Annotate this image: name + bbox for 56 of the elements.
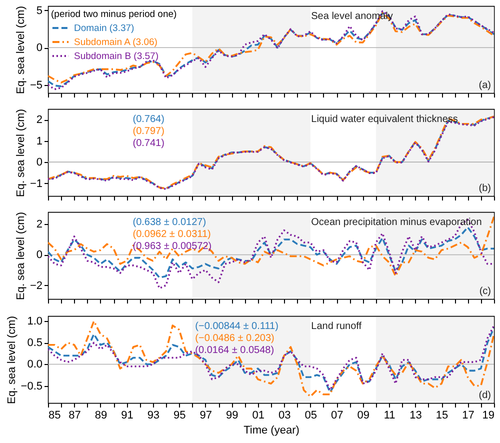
annotation: (c) xyxy=(479,286,491,297)
y-tick-label: −5 xyxy=(30,79,42,92)
y-axis-title: Eq. sea level (cm) xyxy=(14,212,27,300)
x-tick-label: 19 xyxy=(482,410,494,422)
line-series xyxy=(48,216,494,278)
annotation: (0.0962 ± 0.0311) xyxy=(132,229,211,240)
x-tick-label: 13 xyxy=(410,410,422,422)
x-tick-label: 85 xyxy=(48,410,61,422)
legend-label: Subdomain A (3.06) xyxy=(74,37,158,48)
y-tick-label: 0.5 xyxy=(27,337,42,350)
y-tick-label: 2 xyxy=(36,218,42,231)
x-axis-title: Time (year) xyxy=(244,424,300,436)
legend-title: (period two minus period one) xyxy=(51,9,177,20)
y-tick-label: 0 xyxy=(36,156,42,169)
legend-label: Domain (3.37) xyxy=(74,23,134,34)
y-tick-label: 5 xyxy=(36,4,42,17)
x-tick-label: 17 xyxy=(462,410,474,422)
y-tick-label: 1 xyxy=(36,135,42,148)
x-tick-label: 15 xyxy=(436,410,448,422)
annotation: (0.797) xyxy=(132,126,164,137)
x-tick-label: 09 xyxy=(357,410,370,422)
x-tick-label: 99 xyxy=(226,410,238,422)
y-axis-title: Eq. sea level (cm) xyxy=(14,6,27,94)
x-tick-label: 93 xyxy=(147,410,160,422)
annotation: (−0.0486 ± 0.203) xyxy=(195,333,274,344)
y-tick-label: −2 xyxy=(30,280,42,292)
annotation: (0.0164 ± 0.0548) xyxy=(195,345,274,356)
y-tick-label: 0.0 xyxy=(27,358,42,371)
y-tick-label: 0 xyxy=(36,249,42,262)
y-tick-label: 0 xyxy=(36,42,42,54)
x-tick-label: 91 xyxy=(121,410,134,422)
y-tick-label: −1 xyxy=(30,178,42,190)
x-tick-label: 05 xyxy=(304,410,317,422)
y-tick-label: −0.5 xyxy=(20,380,42,392)
x-tick-label: 01 xyxy=(252,410,265,422)
text: Land runoff xyxy=(311,321,362,332)
annotation: (0.741) xyxy=(132,138,164,149)
x-tick-label: 07 xyxy=(330,410,344,422)
x-tick-label: 95 xyxy=(174,410,186,422)
x-tick-label: 11 xyxy=(384,410,396,422)
annotation: (b) xyxy=(478,183,491,194)
annotation: (0.638 ± 0.0127) xyxy=(132,217,206,228)
y-axis-title: Eq. sea level (cm) xyxy=(14,108,27,198)
y-tick-label: 1.0 xyxy=(27,316,42,328)
line-series xyxy=(48,226,494,279)
x-tick-label: 03 xyxy=(278,410,291,422)
legend-label: Subdomain B (3.57) xyxy=(74,51,158,62)
x-tick-label: 97 xyxy=(200,410,212,422)
annotation: (0.764) xyxy=(132,114,164,125)
x-tick-label: 87 xyxy=(68,410,81,422)
y-tick-label: 2 xyxy=(36,114,42,126)
annotation: (−0.00844 ± 0.111) xyxy=(195,321,278,332)
annotation: (d) xyxy=(478,390,491,401)
annotation: (a) xyxy=(478,80,491,91)
x-tick-label: 89 xyxy=(94,410,108,422)
y-axis-title: Eq. sea level (cm) xyxy=(6,316,18,404)
